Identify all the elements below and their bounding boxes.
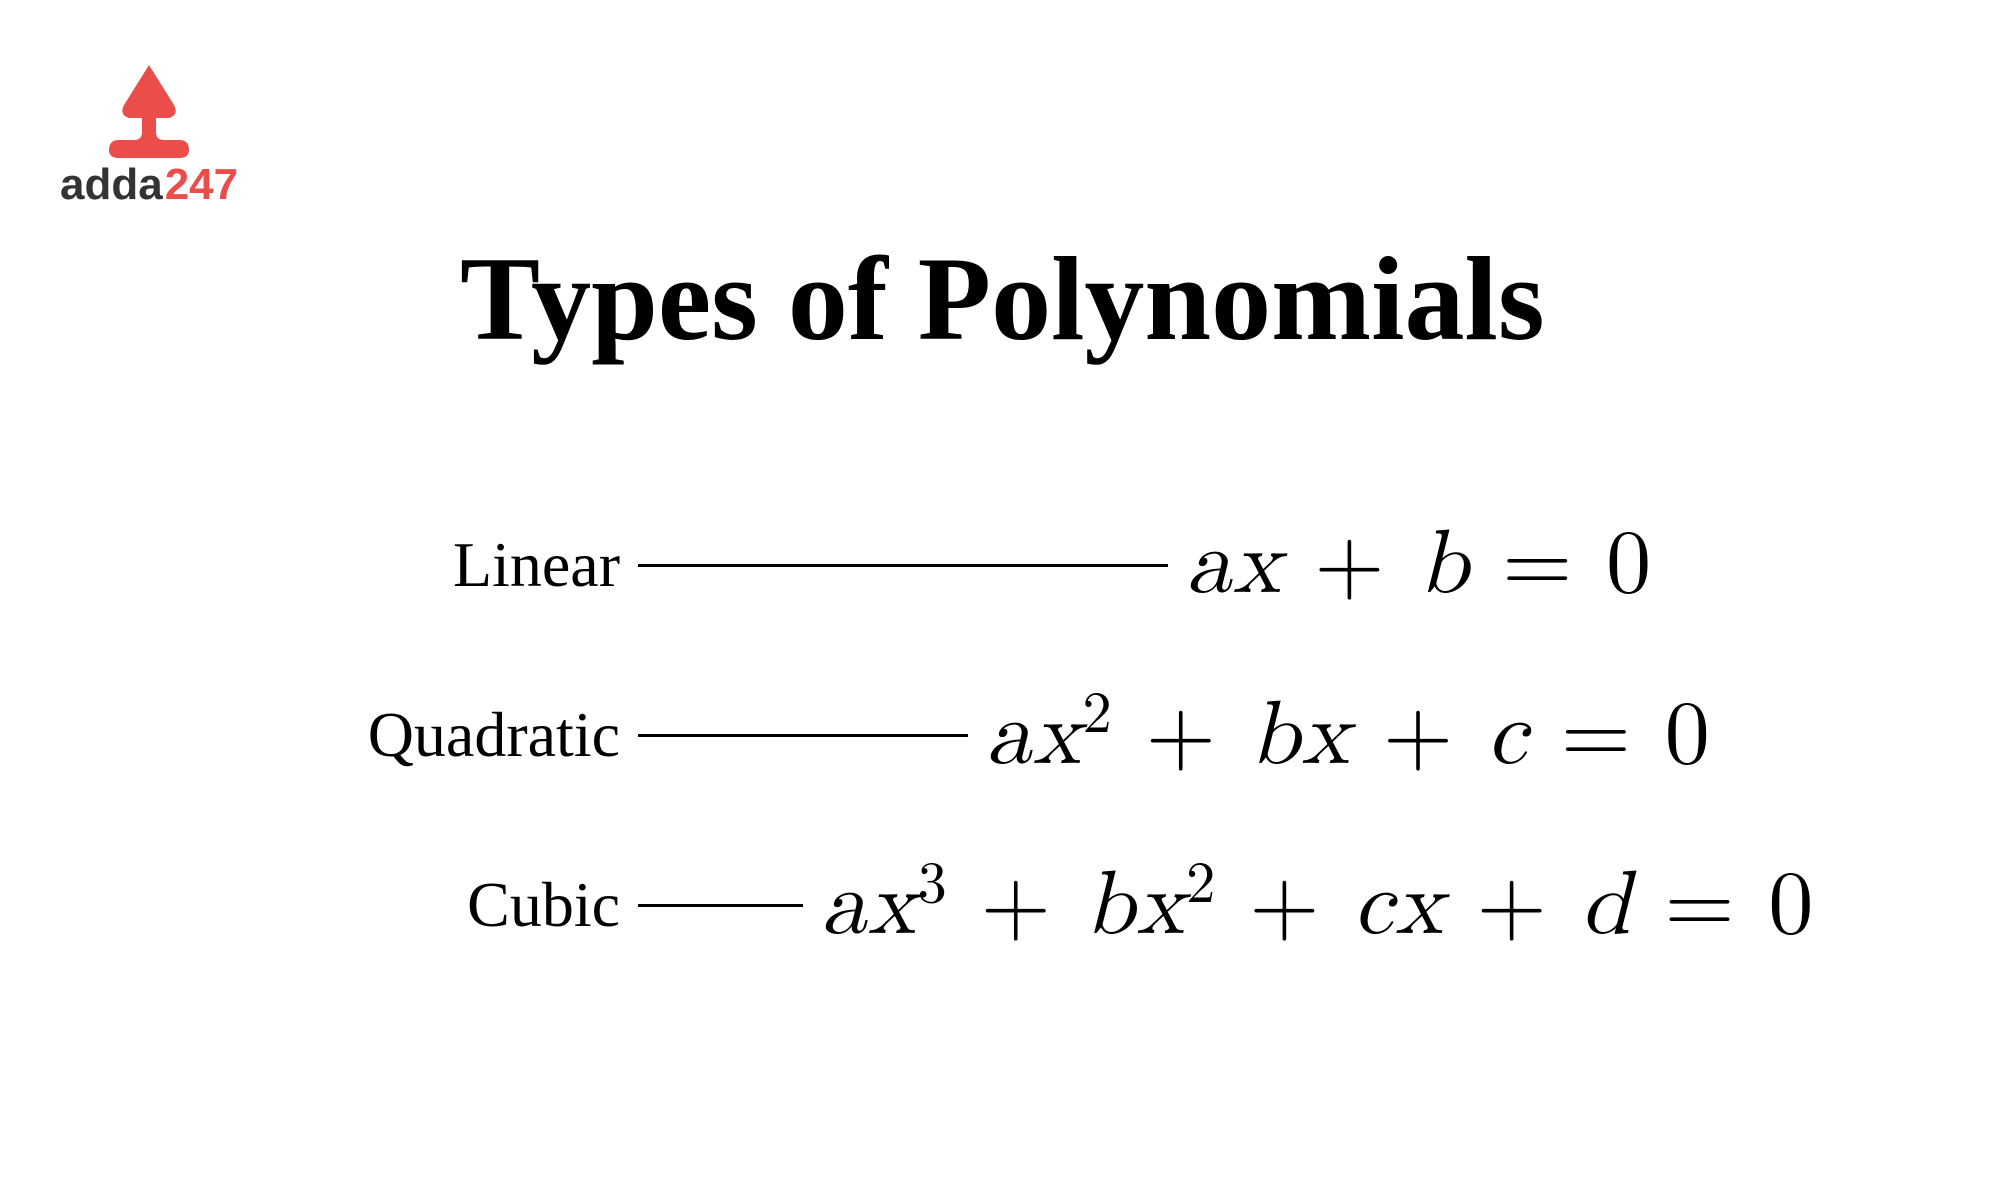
polynomial-list: Linear ax + b = 0 Quadratic ax2 + bx + c…: [300, 510, 1815, 1020]
polynomial-row-cubic: Cubic ax3 + bx2 + cx + d = 0: [300, 850, 1815, 960]
label-cubic: Cubic: [300, 868, 620, 942]
logo-text: adda 247: [60, 160, 238, 210]
label-linear: Linear: [300, 528, 620, 602]
label-quadratic: Quadratic: [300, 698, 620, 772]
logo-text-main: adda: [60, 160, 163, 210]
polynomial-row-quadratic: Quadratic ax2 + bx + c = 0: [300, 680, 1815, 790]
polynomial-row-linear: Linear ax + b = 0: [300, 510, 1815, 620]
formula-quadratic: ax2 + bx + c = 0: [986, 680, 1712, 790]
formula-cubic: ax3 + bx2 + cx + d = 0: [821, 850, 1815, 960]
connector-line: [638, 904, 803, 907]
logo: adda 247: [60, 60, 238, 210]
formula-linear: ax + b = 0: [1186, 511, 1653, 619]
page-title: Types of Polynomials: [460, 230, 1545, 368]
logo-text-accent: 247: [165, 160, 238, 210]
connector-line: [638, 564, 1168, 567]
connector-line: [638, 734, 968, 737]
logo-icon: [94, 60, 204, 160]
